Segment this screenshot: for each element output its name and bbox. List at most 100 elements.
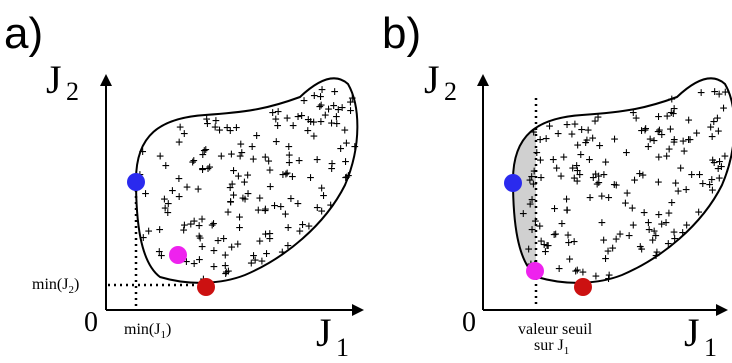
panel-b-solution-marker: + — [625, 228, 633, 243]
panel-b-blue-point — [504, 174, 522, 192]
panel-a-solution-marker: + — [248, 140, 256, 155]
panel-b-solution-marker: + — [655, 175, 663, 190]
panel-b-solution-marker: + — [582, 135, 590, 150]
panel-b-solution-marker: + — [557, 169, 565, 184]
panel-a-solution-marker: + — [318, 181, 326, 196]
panel-a-solution-marker: + — [199, 161, 207, 176]
panel-b-solution-marker: + — [576, 167, 584, 182]
panel-b-solution-marker: + — [536, 133, 544, 148]
panel-a-solution-marker: + — [211, 120, 219, 135]
panel-a-solution-marker: + — [333, 117, 341, 132]
panel-b-solution-marker: + — [610, 178, 618, 193]
panel-b-solution-marker: + — [543, 238, 551, 253]
panel-b-solution-marker: + — [640, 206, 648, 221]
panel-b-solution-marker: + — [593, 177, 601, 192]
panel-b-solution-marker: + — [686, 133, 694, 148]
panel-a-solution-marker: + — [318, 204, 326, 219]
panel-a-solution-marker: + — [250, 249, 258, 264]
panel-b-solution-marker: + — [716, 154, 724, 169]
panel-a-solution-marker: + — [318, 82, 326, 97]
panel-a-solution-marker: + — [284, 220, 292, 235]
panel-b-solution-marker: + — [671, 231, 679, 246]
panel-b-solution-marker: + — [696, 167, 704, 182]
panel-b-solution-marker: + — [551, 201, 559, 216]
panel-b-solution-marker: + — [533, 145, 541, 160]
panel-a-solution-marker: + — [251, 253, 259, 268]
panel-a-solution-marker: + — [310, 129, 318, 144]
panel-b-solution-marker: + — [532, 214, 540, 229]
panel-a-solution-marker: + — [285, 148, 293, 163]
panel-a-solution-marker: + — [236, 149, 244, 164]
panel-b-solution-marker: + — [709, 153, 717, 168]
panel-b-solution-marker: + — [650, 133, 658, 148]
panel-a-solution-marker: + — [310, 115, 318, 130]
panel-a-solution-marker: + — [236, 220, 244, 235]
panel-a-solution-marker: + — [279, 167, 287, 182]
panel-a-solution-marker: + — [269, 105, 277, 120]
panel-b-solution-marker: + — [525, 242, 533, 257]
panel-b-origin-label: 0 — [462, 307, 476, 338]
panel-b-solution-marker: + — [639, 168, 647, 183]
panel-a-solution-marker: + — [187, 217, 195, 232]
panel-a-solution-marker: + — [208, 218, 216, 233]
panel-b-solution-marker: + — [542, 132, 550, 147]
panel-b-red-point — [574, 278, 592, 296]
panel-b-solution-marker: + — [665, 206, 673, 221]
panel-a-solution-marker: + — [317, 89, 325, 104]
panel-b-solution-marker: + — [629, 106, 637, 121]
panel-a: a) J 2 0 J 1 min(J2) min(J1) +++++++++++… — [4, 9, 364, 362]
panel-a-solution-marker: + — [299, 218, 307, 233]
panel-a-solution-marker: + — [282, 167, 290, 182]
panel-a-solution-marker: + — [307, 115, 315, 130]
panel-a-solution-marker: + — [265, 154, 273, 169]
panel-b-solution-marker: + — [650, 224, 658, 239]
panel-b-solution-marker: + — [638, 242, 646, 257]
panel-b-solution-marker: + — [710, 156, 718, 171]
panel-a-solution-marker: + — [180, 223, 188, 238]
panel-a-solution-marker: + — [261, 204, 269, 219]
panel-b-solution-marker: + — [714, 162, 722, 177]
panel-a-solution-marker: + — [175, 190, 183, 205]
panel-b-solution-marker: + — [553, 161, 561, 176]
panel-a-solution-marker: + — [262, 202, 270, 217]
panel-a-solution-marker: + — [287, 192, 295, 207]
panel-a-solution-marker: + — [320, 188, 328, 203]
panel-b-solution-marker: + — [594, 110, 602, 125]
panel-b-solution-marker: + — [528, 222, 536, 237]
panel-b-threshold-label-line1: valeur seuil — [518, 321, 593, 338]
panel-a-solution-marker: + — [295, 153, 303, 168]
panel-b-solution-marker: + — [540, 238, 548, 253]
panel-a-solution-marker: + — [345, 168, 353, 183]
panel-b-solution-marker: + — [646, 132, 654, 147]
panel-a-solution-marker: + — [224, 205, 232, 220]
panel-b-solution-marker: + — [604, 244, 612, 259]
panel-a-red-point — [197, 278, 215, 296]
panel-b-solution-marker: + — [658, 128, 666, 143]
panel-a-solution-marker: + — [296, 224, 304, 239]
panel-b-solution-marker: + — [611, 132, 619, 147]
panel-b-solution-marker: + — [566, 252, 574, 267]
panel-b-solution-marker: + — [714, 111, 722, 126]
panel-b-solution-marker: + — [598, 215, 606, 230]
panel-a-solution-marker: + — [317, 114, 325, 129]
panel-a-solution-marker: + — [196, 231, 204, 246]
panel-a-feasible-region — [134, 77, 359, 284]
panel-b-solution-marker: + — [571, 117, 579, 132]
panel-b-solution-marker: + — [623, 146, 631, 161]
panel-b-solution-marker: + — [596, 139, 604, 154]
panel-a-solution-marker: + — [210, 243, 218, 258]
panel-a-solution-marker: + — [237, 137, 245, 152]
panel-a-solution-marker: + — [266, 163, 274, 178]
panel-a-solution-marker: + — [284, 239, 292, 254]
panel-b-threshold-label-line2: sur J1 — [534, 337, 569, 357]
panel-a-solution-marker: + — [196, 252, 204, 267]
panel-a-solution-marker: + — [161, 201, 169, 216]
panel-b-solution-marker: + — [528, 169, 536, 184]
panel-a-solution-marker: + — [210, 260, 218, 275]
panel-b-solution-marker: + — [560, 150, 568, 165]
panel-a-solution-marker: + — [142, 187, 150, 202]
panel-a-solution-marker: + — [228, 240, 236, 255]
panel-a-solution-marker: + — [321, 108, 329, 123]
panel-a-solution-marker: + — [225, 264, 233, 279]
